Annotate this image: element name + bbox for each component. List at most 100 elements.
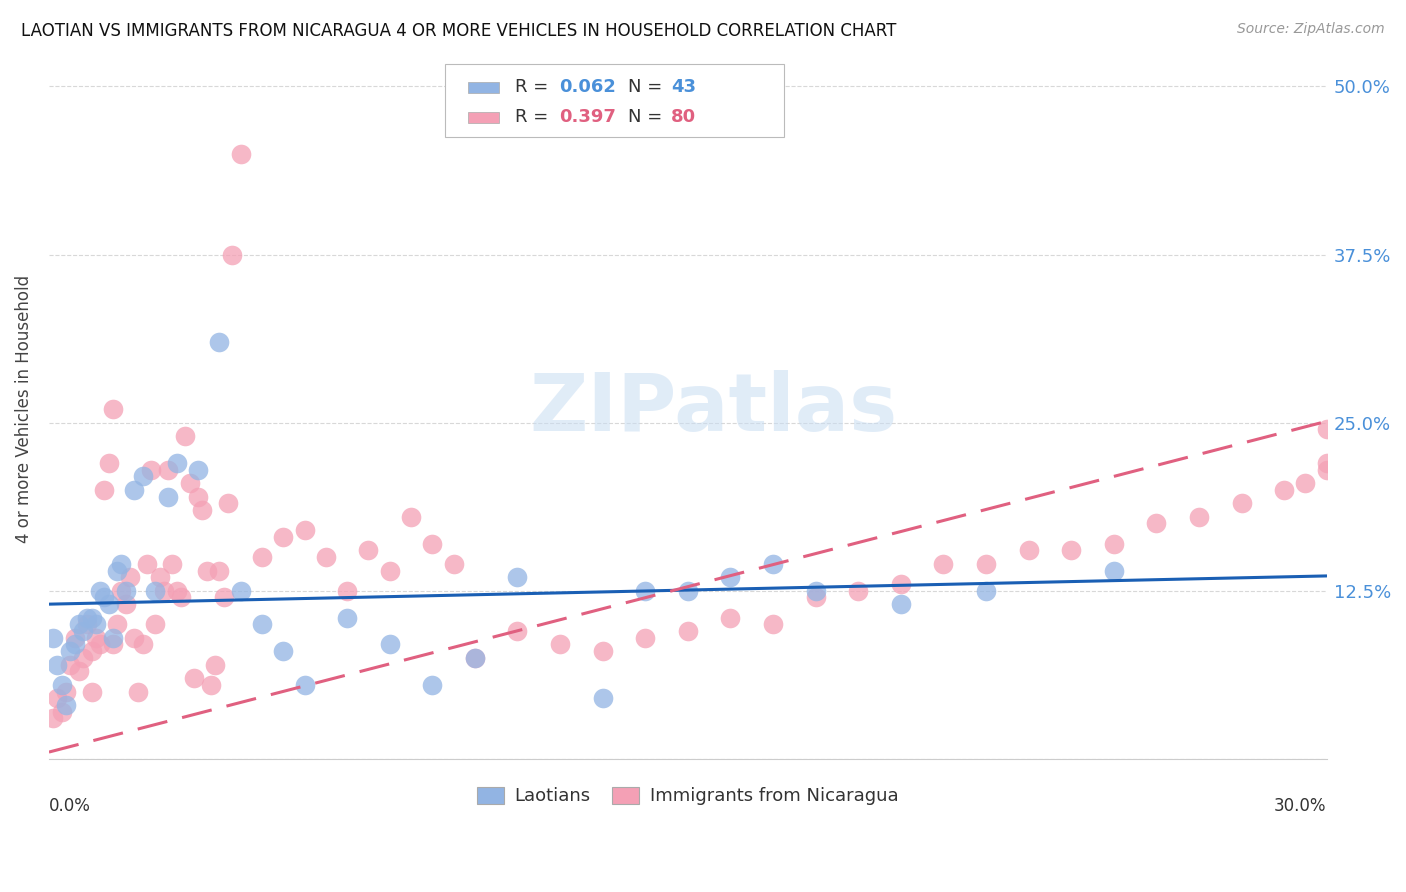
Point bbox=[131, 469, 153, 483]
Point bbox=[89, 638, 111, 652]
FancyBboxPatch shape bbox=[446, 64, 783, 136]
Point bbox=[336, 583, 359, 598]
Legend: Laotians, Immigrants from Nicaragua: Laotians, Immigrants from Nicaragua bbox=[470, 780, 907, 813]
Point bbox=[336, 610, 359, 624]
Point bbox=[1294, 476, 1316, 491]
Text: 80: 80 bbox=[671, 108, 696, 126]
Point bbox=[63, 631, 86, 645]
Text: ZIPatlas: ZIPatlas bbox=[529, 370, 897, 448]
Point bbox=[676, 624, 699, 638]
Point bbox=[1188, 509, 1211, 524]
Point bbox=[357, 543, 380, 558]
Point bbox=[592, 644, 614, 658]
Point bbox=[548, 638, 571, 652]
Point bbox=[84, 617, 107, 632]
Point bbox=[166, 456, 188, 470]
Point bbox=[51, 678, 73, 692]
Point bbox=[127, 684, 149, 698]
Point bbox=[114, 583, 136, 598]
Point bbox=[174, 429, 197, 443]
Point bbox=[183, 671, 205, 685]
Point bbox=[89, 583, 111, 598]
Point bbox=[1316, 463, 1339, 477]
Point bbox=[51, 705, 73, 719]
Point bbox=[1102, 564, 1125, 578]
Point bbox=[250, 617, 273, 632]
Point bbox=[1018, 543, 1040, 558]
Point bbox=[1272, 483, 1295, 497]
Point bbox=[179, 476, 201, 491]
Text: Source: ZipAtlas.com: Source: ZipAtlas.com bbox=[1237, 22, 1385, 37]
Point bbox=[634, 631, 657, 645]
Point bbox=[59, 644, 82, 658]
Point bbox=[42, 711, 65, 725]
Point bbox=[101, 638, 124, 652]
Point bbox=[170, 591, 193, 605]
Point bbox=[105, 564, 128, 578]
Point bbox=[294, 678, 316, 692]
Point bbox=[187, 463, 209, 477]
Point bbox=[145, 617, 167, 632]
Point bbox=[378, 638, 401, 652]
Point bbox=[229, 583, 252, 598]
Point bbox=[72, 624, 94, 638]
Point bbox=[42, 631, 65, 645]
Point bbox=[464, 651, 486, 665]
Point bbox=[212, 591, 235, 605]
Point bbox=[76, 617, 98, 632]
Point bbox=[122, 483, 145, 497]
Text: 0.397: 0.397 bbox=[558, 108, 616, 126]
Point bbox=[974, 583, 997, 598]
Point bbox=[1060, 543, 1083, 558]
Point bbox=[315, 550, 337, 565]
Point bbox=[46, 657, 69, 672]
Point bbox=[592, 691, 614, 706]
Point bbox=[118, 570, 141, 584]
Text: 43: 43 bbox=[671, 78, 696, 96]
Point bbox=[378, 564, 401, 578]
Point bbox=[195, 564, 218, 578]
Point bbox=[122, 631, 145, 645]
Point bbox=[420, 536, 443, 550]
Point bbox=[187, 490, 209, 504]
Point bbox=[80, 684, 103, 698]
Point bbox=[141, 463, 163, 477]
Point bbox=[506, 624, 529, 638]
Point bbox=[80, 610, 103, 624]
Point bbox=[46, 691, 69, 706]
Point bbox=[93, 483, 115, 497]
Point bbox=[145, 583, 167, 598]
Point bbox=[200, 678, 222, 692]
Text: N =: N = bbox=[627, 78, 668, 96]
Point bbox=[932, 557, 955, 571]
Point bbox=[67, 617, 90, 632]
Point bbox=[1316, 422, 1339, 436]
Text: N =: N = bbox=[627, 108, 668, 126]
Point bbox=[271, 644, 294, 658]
Point bbox=[157, 490, 180, 504]
Point bbox=[229, 146, 252, 161]
Point bbox=[217, 496, 239, 510]
Point bbox=[105, 617, 128, 632]
Point bbox=[974, 557, 997, 571]
Point bbox=[443, 557, 465, 571]
FancyBboxPatch shape bbox=[468, 82, 499, 93]
Text: R =: R = bbox=[516, 108, 554, 126]
Point bbox=[676, 583, 699, 598]
Point bbox=[804, 591, 827, 605]
Point bbox=[131, 638, 153, 652]
Point bbox=[804, 583, 827, 598]
Point bbox=[110, 557, 132, 571]
Point bbox=[72, 651, 94, 665]
Point bbox=[1316, 456, 1339, 470]
Point bbox=[55, 698, 77, 712]
Point bbox=[294, 523, 316, 537]
Point bbox=[76, 610, 98, 624]
Point bbox=[101, 631, 124, 645]
Point bbox=[63, 638, 86, 652]
Point bbox=[718, 570, 741, 584]
Text: 30.0%: 30.0% bbox=[1274, 797, 1327, 815]
Point bbox=[208, 334, 231, 349]
Point bbox=[718, 610, 741, 624]
Point bbox=[634, 583, 657, 598]
